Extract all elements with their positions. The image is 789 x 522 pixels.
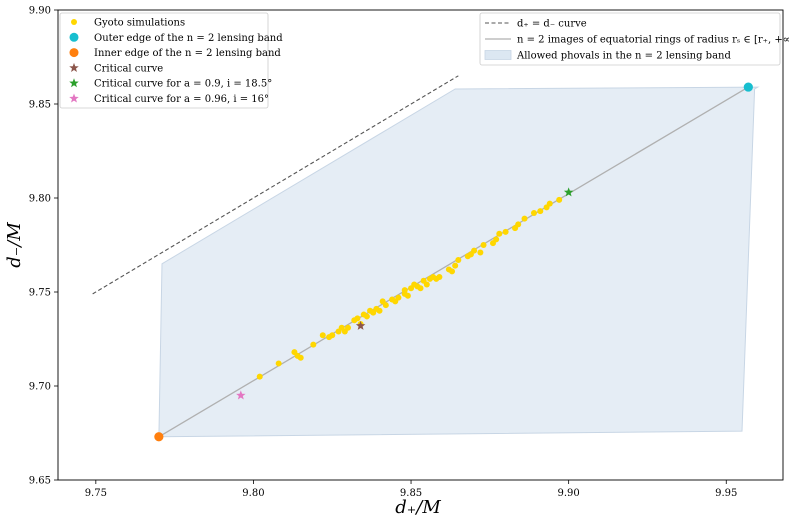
inner-edge-point: [154, 432, 164, 442]
legend-right: d₊ = d₋ curve n = 2 images of equatorial …: [479, 12, 789, 66]
legend-dot-icon: [69, 32, 79, 42]
gyoto-point: [452, 262, 459, 269]
gyoto-point: [404, 292, 411, 299]
legend-star-icon: [69, 78, 79, 88]
ring-images-line: [158, 86, 749, 438]
outer-edge-point: [743, 82, 753, 92]
y-tick-label: 9.70: [29, 382, 51, 393]
gyoto-point: [382, 302, 389, 309]
gyoto-point: [521, 215, 528, 222]
legend-left-label: Outer edge of the n = 2 lensing band: [94, 33, 283, 44]
legend-left-box: [59, 12, 269, 109]
legend-right-label: d₊ = d₋ curve: [517, 19, 587, 30]
gyoto-point: [480, 242, 487, 248]
gyoto-point: [423, 281, 430, 288]
gyoto-point: [556, 196, 563, 203]
gyoto-point: [496, 230, 503, 237]
y-tick-label: 9.90: [29, 6, 51, 17]
gyoto-point: [530, 210, 537, 217]
y-tick-label: 9.80: [29, 194, 51, 205]
gyoto-point: [363, 313, 370, 320]
critical-curve-star: [563, 187, 574, 197]
legend-dot-icon: [71, 19, 77, 25]
y-tick-label: 9.75: [29, 288, 51, 299]
gyoto-point: [345, 324, 351, 331]
legend-left: Gyoto simulations Outer edge of the n = 2…: [59, 12, 283, 109]
x-tick-label: 9.90: [558, 488, 580, 499]
critical-curve-star: [236, 390, 246, 400]
gyoto-point: [329, 332, 336, 339]
legend-left-label: Critical curve for a = 0.9, i = 18.5°: [94, 79, 272, 90]
gyoto-point: [502, 228, 509, 235]
x-tick-label: 9.80: [242, 488, 264, 499]
gyoto-point: [310, 341, 317, 348]
gyoto-point: [436, 273, 443, 280]
gyoto-point: [515, 221, 522, 228]
x-tick-label: 9.95: [715, 488, 737, 499]
critical-curve-star: [355, 320, 366, 330]
plot-frame: [57, 9, 784, 481]
gyoto-point: [395, 294, 402, 301]
gyoto-point: [297, 354, 304, 361]
gyoto-point: [319, 332, 326, 339]
equal-d-line: [92, 75, 459, 295]
legend-left-label: Critical curve for a = 0.96, i = 16°: [94, 94, 269, 105]
gyoto-point: [376, 307, 383, 314]
y-axis-label: d₋/M: [4, 222, 25, 268]
gyoto-point: [493, 236, 500, 243]
gyoto-point: [537, 208, 544, 215]
legend-right-label: n = 2 images of equatorial rings of radi…: [517, 35, 789, 46]
x-axis-label: d₊/M: [395, 497, 441, 518]
legend-right-box: [479, 12, 781, 66]
legend-patch-icon: [484, 50, 512, 60]
gyoto-point: [449, 268, 456, 275]
gyoto-point: [354, 315, 361, 322]
gyoto-point: [275, 360, 282, 367]
y-tick-label: 9.85: [29, 100, 51, 111]
legend-left-label: Inner edge of the n = 2 lensing band: [94, 48, 281, 59]
x-tick-label: 9.85: [400, 488, 422, 499]
legend-star-icon: [69, 93, 79, 103]
gyoto-point: [471, 247, 478, 254]
gyoto-point: [546, 200, 553, 207]
gyoto-point: [417, 285, 424, 292]
gyoto-point: [401, 287, 408, 294]
legend-right-label: Allowed phovals in the n = 2 lensing ban…: [516, 51, 731, 62]
legend-left-label: Critical curve: [94, 63, 163, 74]
gyoto-point: [477, 249, 484, 256]
gyoto-point: [455, 257, 462, 264]
legend-dot-icon: [69, 48, 79, 58]
y-tick-label: 9.65: [29, 476, 51, 487]
legend-star-icon: [69, 62, 79, 72]
legend-left-label: Gyoto simulations: [94, 18, 185, 29]
gyoto-point: [256, 373, 263, 380]
plot-area: [92, 75, 760, 442]
x-tick-label: 9.75: [85, 488, 107, 499]
axes: 9.75 9.80 9.85 9.90 9.95 9.65 9.70 9.75 9.80 9.85…: [29, 6, 784, 499]
